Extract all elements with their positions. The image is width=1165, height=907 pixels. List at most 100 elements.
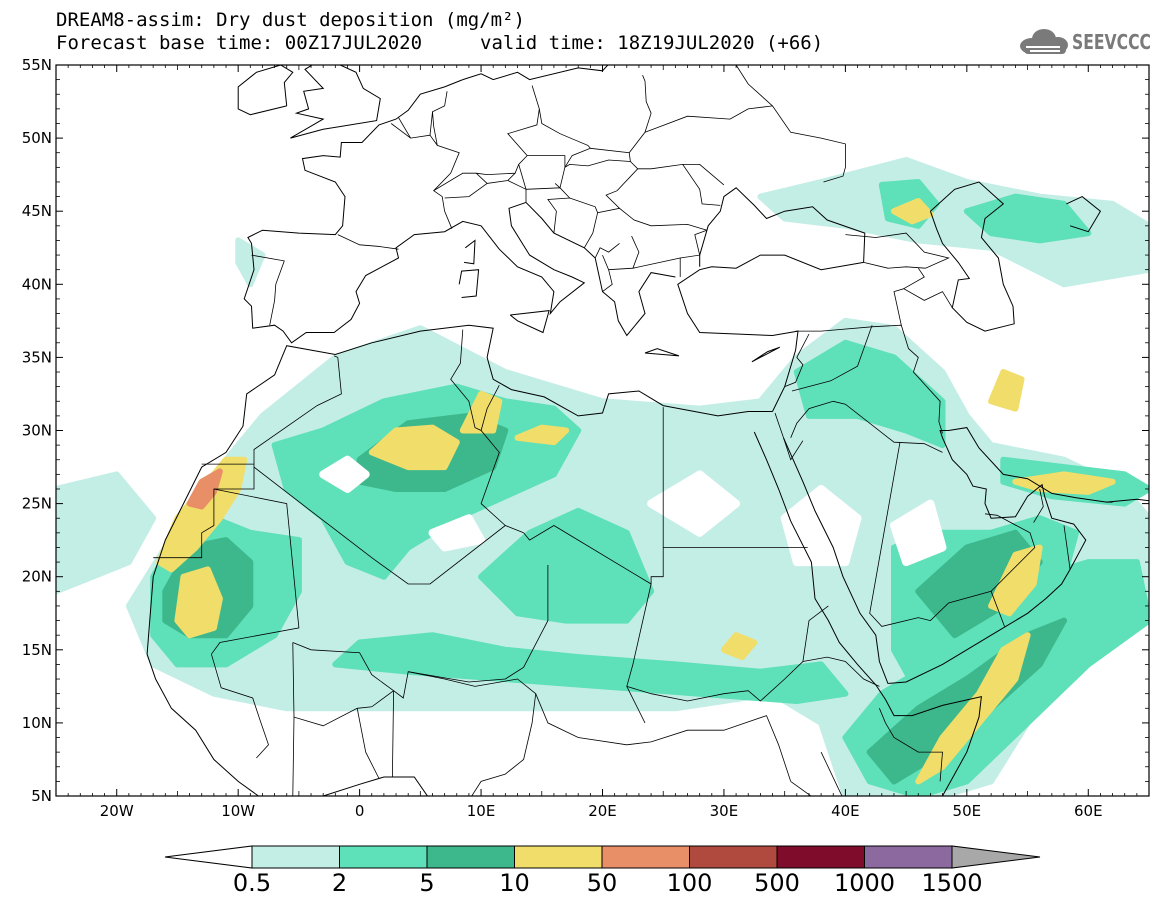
country-border xyxy=(626,583,652,724)
country-border xyxy=(628,75,652,153)
country-border xyxy=(211,654,269,759)
country-border xyxy=(802,656,880,687)
coastline xyxy=(1066,196,1102,233)
dust-free-area xyxy=(428,514,486,552)
country-border xyxy=(820,751,843,796)
dust-yellow-oman xyxy=(988,544,1043,617)
lat-label: 15N xyxy=(22,641,52,659)
lat-label: 50N xyxy=(22,129,52,147)
dust-yellow-libya xyxy=(514,424,570,446)
coastline xyxy=(509,310,550,334)
colorbar-label: 10 xyxy=(499,869,530,897)
dust-yellow-iran xyxy=(1012,471,1116,495)
country-border xyxy=(531,85,591,149)
country-border xyxy=(990,591,1005,627)
coastlines-borders xyxy=(146,65,1149,796)
coastline xyxy=(783,427,1149,684)
country-border xyxy=(632,257,681,277)
colorbar xyxy=(164,845,1041,869)
country-border xyxy=(292,565,549,699)
colorbar-under-arrow xyxy=(164,845,253,869)
lon-label: 40E xyxy=(831,802,860,820)
country-border xyxy=(783,437,804,461)
country-border xyxy=(602,254,613,292)
country-border xyxy=(626,605,829,702)
coastline xyxy=(462,65,609,81)
country-border xyxy=(432,172,477,229)
country-border xyxy=(475,172,516,184)
country-border xyxy=(559,159,721,206)
country-border xyxy=(153,463,255,559)
colorbar-swatch xyxy=(251,845,340,869)
dust-mid-sahel xyxy=(332,632,849,704)
country-border xyxy=(680,229,708,259)
dust-free-area xyxy=(319,455,370,493)
lat-label: 20N xyxy=(22,568,52,586)
colorbar-label: 0.5 xyxy=(232,869,272,897)
country-border xyxy=(525,187,570,203)
dust-yellow-algeria xyxy=(368,424,460,471)
coastline xyxy=(146,654,260,796)
coastline xyxy=(677,254,864,412)
lon-label: 30E xyxy=(710,802,739,820)
country-border xyxy=(869,442,1036,627)
country-border xyxy=(608,235,640,271)
dust-light-atlantic xyxy=(56,471,157,595)
country-border xyxy=(1033,488,1044,523)
dust-yellow-caspian xyxy=(891,198,934,225)
lat-label: 35N xyxy=(22,348,52,366)
colorbar-swatch xyxy=(514,845,603,869)
lon-label: 50E xyxy=(953,802,982,820)
country-border xyxy=(547,197,598,234)
colorbar-label: 2 xyxy=(331,869,348,897)
colorbar-label: 5 xyxy=(419,869,435,897)
country-border xyxy=(845,232,950,269)
dust-yellow-somalia xyxy=(915,632,1031,785)
lat-label: 25N xyxy=(22,495,52,513)
country-border xyxy=(518,164,527,190)
lat-label: 45N xyxy=(22,202,52,220)
country-border xyxy=(605,168,638,209)
coastline xyxy=(929,181,1015,332)
country-border xyxy=(333,355,338,358)
country-border xyxy=(408,671,537,796)
country-border xyxy=(337,234,399,250)
lon-label: 10E xyxy=(467,802,496,820)
country-border xyxy=(253,357,342,465)
coastline xyxy=(699,187,866,267)
lat-label: 5N xyxy=(31,787,52,805)
dust-free-area xyxy=(890,499,947,567)
colorbar-over-arrow xyxy=(951,845,1041,869)
colorbar-swatch xyxy=(689,845,778,869)
coastline xyxy=(243,79,676,344)
coastline xyxy=(146,324,773,655)
lon-label: 60E xyxy=(1074,802,1103,820)
dust-yellow-iran-center xyxy=(988,369,1025,412)
country-border xyxy=(682,164,725,186)
lat-label: 40N xyxy=(22,275,52,293)
country-border xyxy=(429,111,433,136)
lon-label: 10W xyxy=(221,802,255,820)
lon-label: 20W xyxy=(100,802,134,820)
country-border xyxy=(879,708,943,782)
country-border xyxy=(790,781,812,796)
dust-mid-chad xyxy=(478,507,655,624)
dust-yellow-mauritania xyxy=(174,566,223,639)
country-border xyxy=(735,65,773,107)
dust-field xyxy=(56,157,1149,796)
country-border xyxy=(774,412,784,438)
dust-mid-aral xyxy=(963,193,1092,244)
country-border xyxy=(527,155,566,168)
country-border xyxy=(791,325,873,392)
axis-ticks: 55N 50N 45N 40N 35N 30N 25N 20N 15N 10N 5N 20W 10W 0 1… xyxy=(22,56,1149,820)
colorbar-label: 1000 xyxy=(833,869,896,897)
country-border xyxy=(211,488,300,655)
coastline xyxy=(237,65,294,116)
country-border xyxy=(784,333,810,387)
country-border xyxy=(392,690,394,778)
country-border xyxy=(554,183,561,189)
colorbar-swatch xyxy=(339,845,428,869)
colorbar-swatch xyxy=(601,845,690,869)
lon-label: 0 xyxy=(355,802,365,820)
dust-yellow-sudan xyxy=(720,632,758,661)
